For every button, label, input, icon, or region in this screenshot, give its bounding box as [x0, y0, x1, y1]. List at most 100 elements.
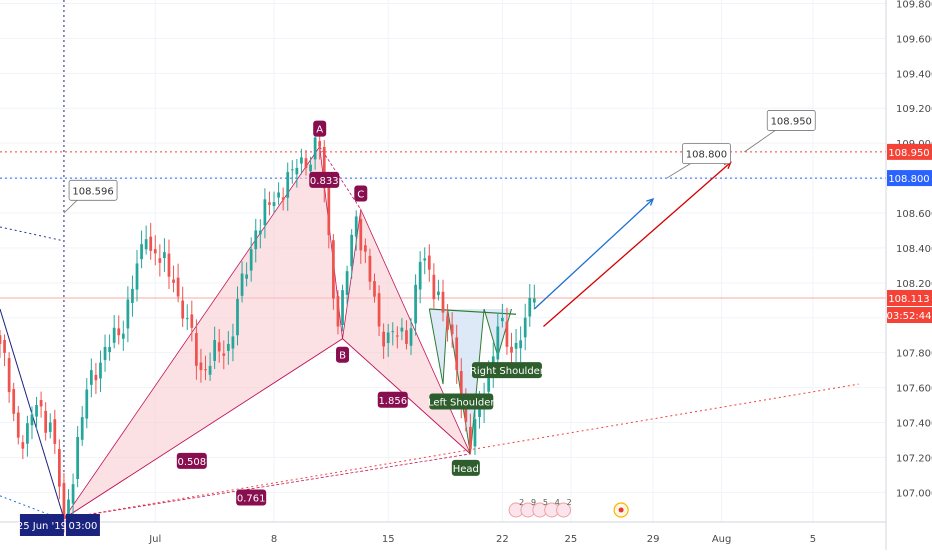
- candle-body: [377, 293, 381, 327]
- candle: [400, 318, 404, 341]
- label-head-bg: [451, 459, 480, 476]
- candle: [469, 413, 472, 455]
- candle: [167, 239, 171, 289]
- price-tag-108-950-bg: [887, 143, 932, 160]
- candle-body: [153, 249, 157, 254]
- time-axis[interactable]: Jul 8 15 22 25 29 Aug 5 25 Jun '19 03:00: [0, 514, 886, 545]
- candle-body: [131, 288, 134, 303]
- point-label-a: A: [316, 125, 323, 136]
- candle: [0, 329, 2, 358]
- candle-body: [158, 258, 162, 263]
- candle-body: [135, 263, 139, 290]
- candle: [3, 334, 6, 367]
- candle-body: [236, 298, 239, 336]
- candle: [322, 140, 326, 203]
- ratio-label-0-761: 0.761: [237, 494, 266, 505]
- candle-body: [258, 230, 262, 235]
- candle-body: [519, 340, 523, 349]
- candle-body: [322, 146, 326, 189]
- callout-108-596-pointer: [63, 200, 78, 214]
- candle: [318, 133, 322, 160]
- candle: [414, 274, 417, 336]
- candle: [272, 191, 276, 214]
- candle-body: [427, 255, 431, 270]
- candle: [35, 396, 38, 430]
- candle: [514, 329, 518, 363]
- candle-body: [222, 353, 226, 356]
- candle-body: [99, 362, 102, 379]
- candle-body: [359, 219, 363, 251]
- candle-body: [532, 298, 536, 303]
- candle: [7, 352, 11, 403]
- candle: [350, 229, 354, 279]
- pattern-line-xd: [63, 453, 471, 519]
- event-icon-count: 9: [531, 498, 536, 507]
- candle: [423, 247, 427, 275]
- y-tick-label: 109.600: [896, 34, 932, 45]
- candle: [131, 275, 134, 317]
- candle-body: [441, 291, 445, 313]
- x-tick-label: 15: [382, 534, 395, 545]
- candle: [126, 286, 130, 343]
- candle-body: [204, 369, 207, 371]
- candle-body: [16, 412, 20, 438]
- y-tick-label: 107.400: [896, 418, 932, 429]
- candle: [277, 182, 280, 205]
- candle-body: [39, 399, 43, 407]
- candle: [44, 402, 48, 441]
- candle: [94, 363, 98, 395]
- candle-body: [121, 333, 125, 339]
- y-tick-label: 107.800: [896, 349, 932, 360]
- candle-body: [126, 299, 130, 329]
- point-label-c-bg: [354, 185, 368, 202]
- candle-body: [71, 484, 75, 504]
- callout-108-800-box: [682, 143, 731, 165]
- ratio-label-1-856: 1.856: [378, 396, 407, 407]
- candle-body: [332, 240, 335, 299]
- candle: [268, 191, 271, 216]
- candle: [345, 265, 349, 305]
- candle-body: [190, 314, 194, 328]
- candle-body: [12, 389, 16, 414]
- pattern-line-xb: [63, 338, 343, 519]
- candle-body: [455, 337, 459, 371]
- event-icon-count: 4: [555, 498, 560, 507]
- candle-body: [505, 321, 509, 347]
- candle-body: [231, 336, 235, 349]
- candle-body: [53, 419, 57, 444]
- candle: [263, 188, 267, 239]
- candle: [108, 334, 111, 361]
- candle: [185, 304, 189, 330]
- candle: [181, 286, 185, 328]
- candle-body: [108, 347, 111, 353]
- candle: [290, 160, 294, 184]
- price-axis[interactable]: 109.800109.600109.400109.200109.000108.8…: [885, 0, 932, 550]
- candle-body: [272, 202, 276, 207]
- label-right-shoulder-bg: [471, 362, 542, 379]
- ratio-label-0-833: 0.833: [310, 176, 339, 187]
- x-tick-label: 5: [810, 534, 816, 545]
- point-label-b: B: [339, 351, 346, 362]
- point-label-a-bg: [313, 120, 327, 137]
- candle: [213, 326, 217, 370]
- candle: [258, 219, 262, 249]
- candle-body: [167, 253, 171, 277]
- price-tag-108-800-bg: [887, 170, 932, 187]
- candle: [21, 435, 25, 460]
- countdown-text: 03:52:44: [887, 311, 932, 322]
- candle-body: [240, 273, 244, 296]
- candle: [58, 439, 61, 500]
- candle-body: [30, 414, 34, 426]
- candle: [391, 322, 395, 346]
- candle-body: [26, 423, 29, 444]
- candle-body: [510, 346, 513, 353]
- candle: [313, 129, 317, 170]
- ratio-label-1-856-bg: [377, 391, 408, 408]
- event-icon-count: 2: [519, 498, 524, 507]
- candle: [441, 279, 445, 322]
- candle: [336, 290, 340, 335]
- y-tick-label: 107.600: [896, 384, 932, 395]
- candle: [377, 285, 381, 337]
